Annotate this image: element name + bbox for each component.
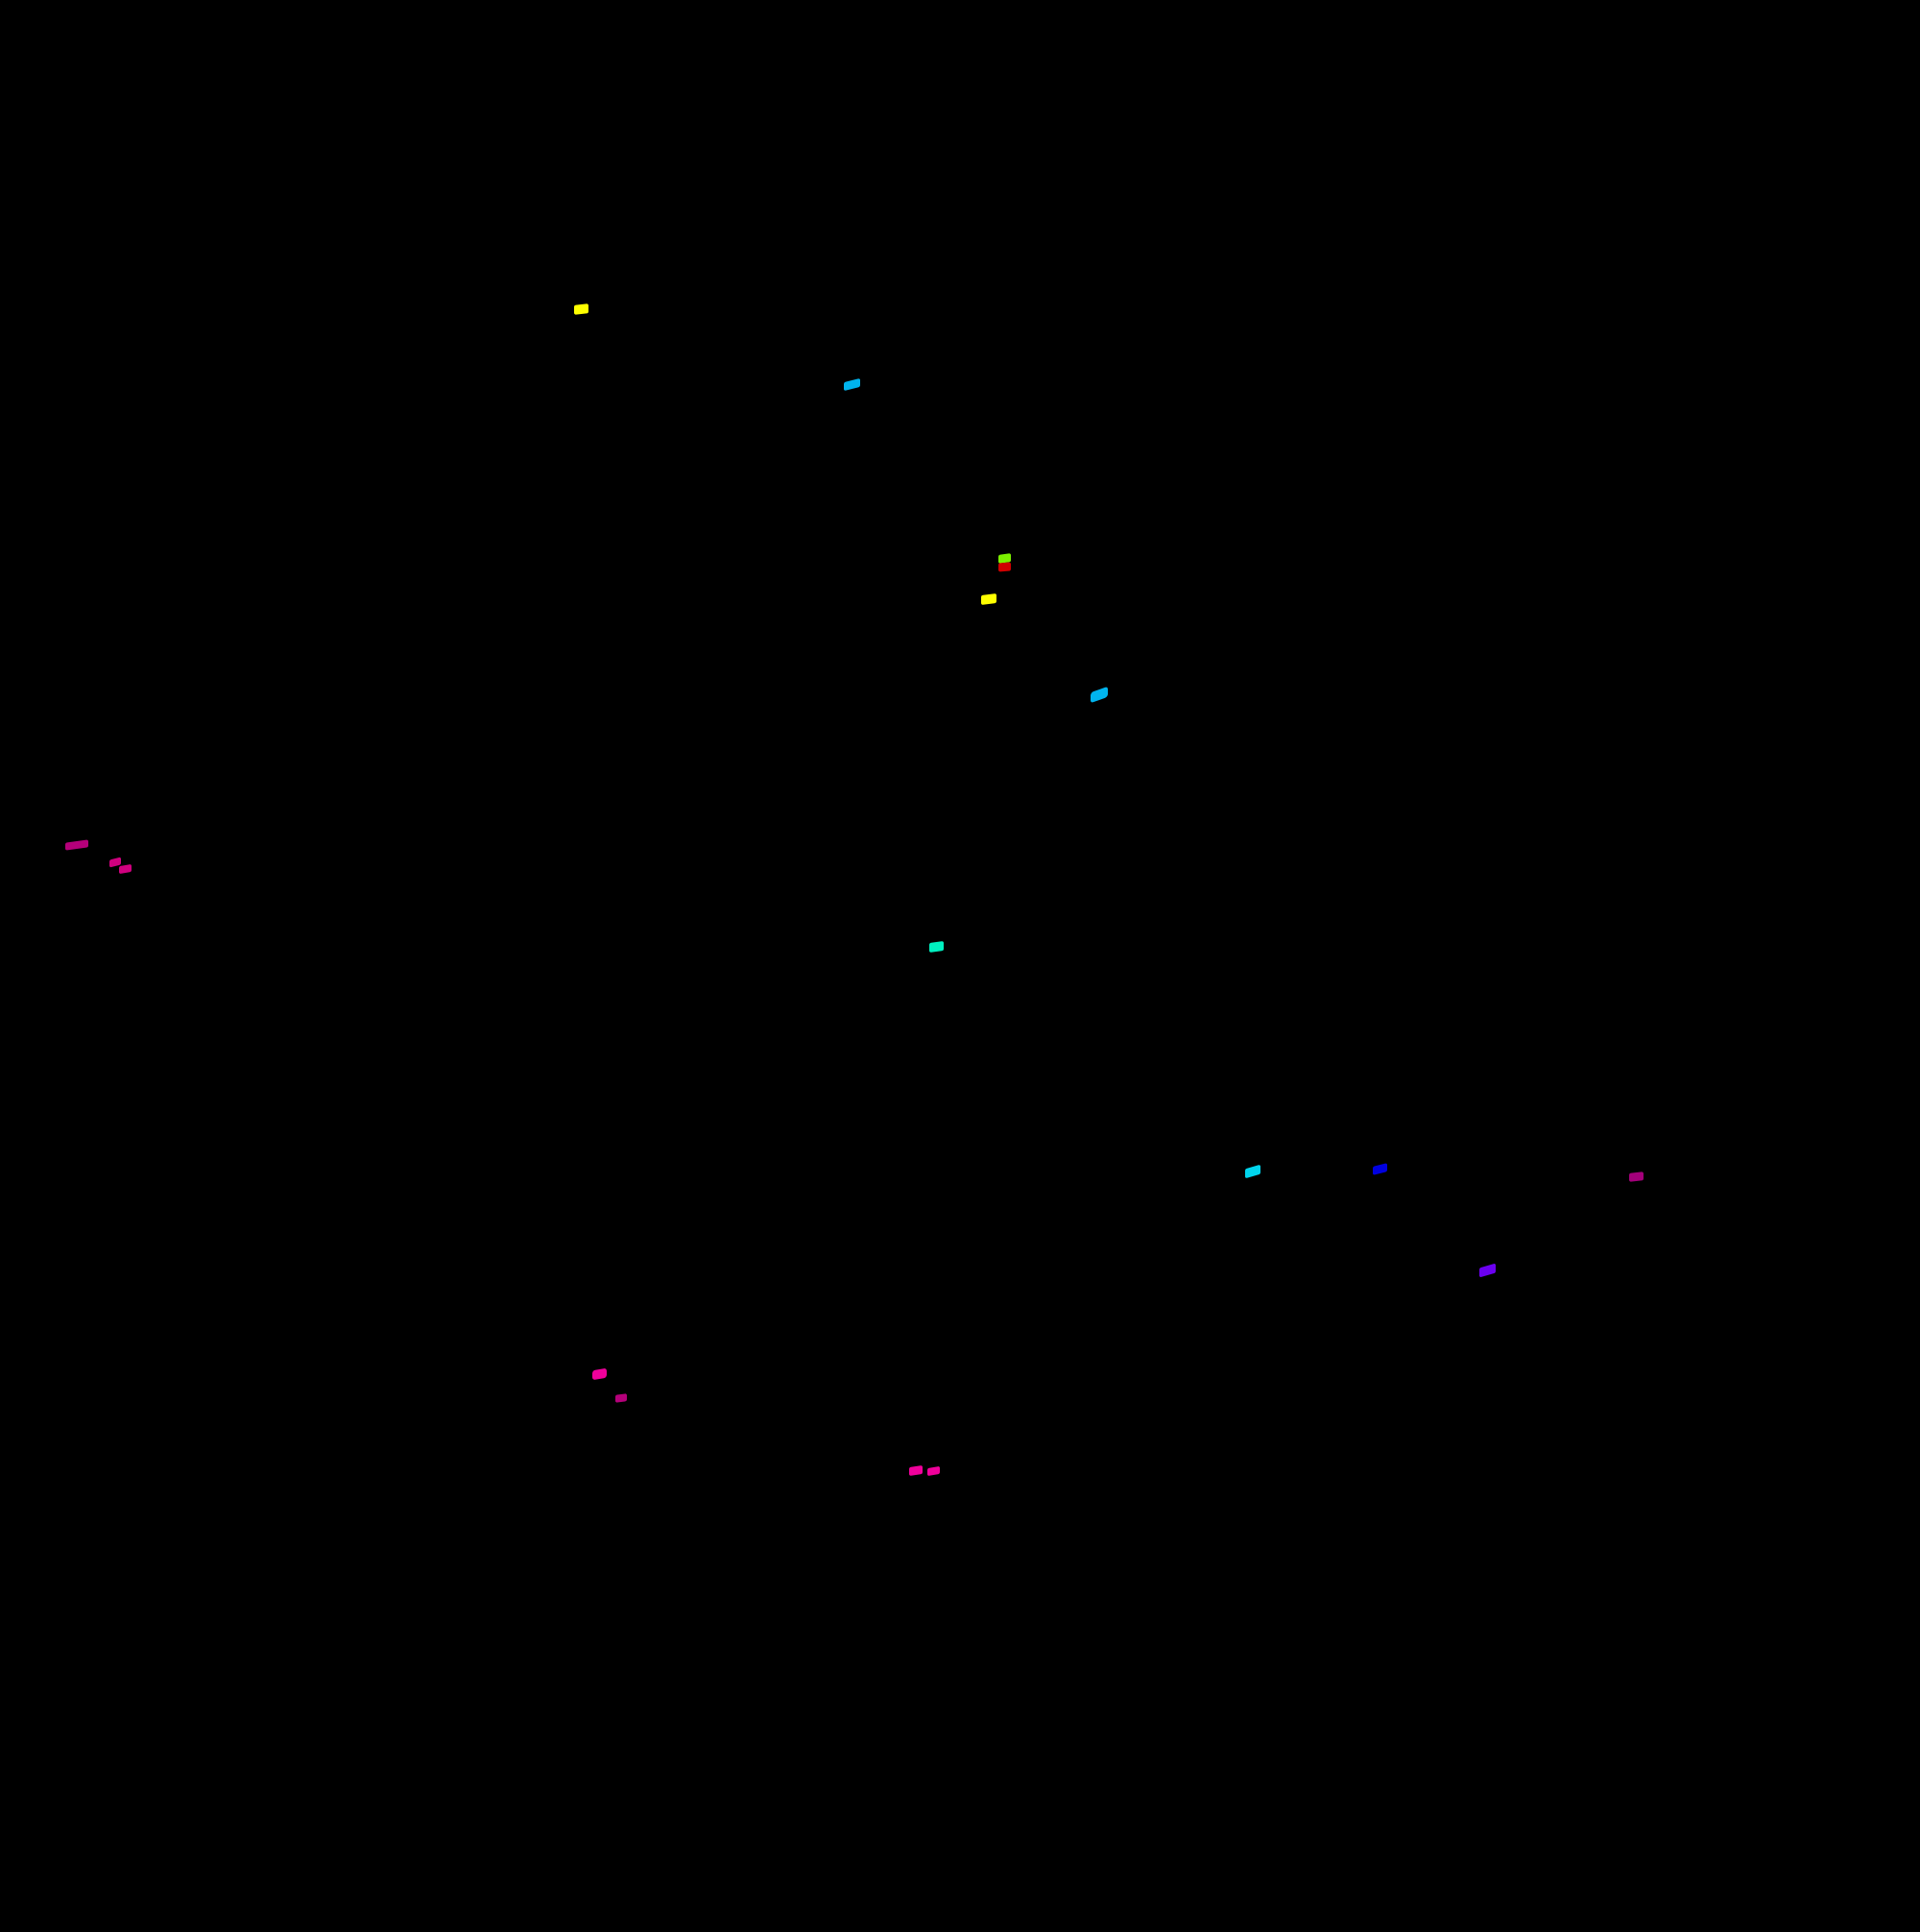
mask-region-spring_green (929, 940, 944, 954)
mask-region-magenta (592, 1367, 607, 1381)
mask-region-purple (1629, 1171, 1644, 1182)
mask-region-magenta (927, 1465, 940, 1477)
mask-region-dark_magenta (615, 1393, 627, 1403)
mask-region-violet (1479, 1263, 1496, 1278)
mask-region-dark_magenta (65, 839, 88, 851)
mask-region-magenta (109, 857, 121, 868)
mask-region-green (998, 553, 1011, 564)
mask-region-yellow (574, 303, 588, 315)
mask-region-yellow (981, 593, 996, 605)
mask-region-deep_sky_blue (1091, 686, 1108, 704)
mask-region-blue (1373, 1163, 1387, 1175)
mask-region-red (998, 562, 1011, 572)
mask-region-deep_sky_blue (844, 377, 860, 392)
mask-region-magenta (909, 1465, 923, 1476)
mask-region-magenta (119, 863, 132, 875)
mask-region-cyan (1245, 1164, 1260, 1179)
